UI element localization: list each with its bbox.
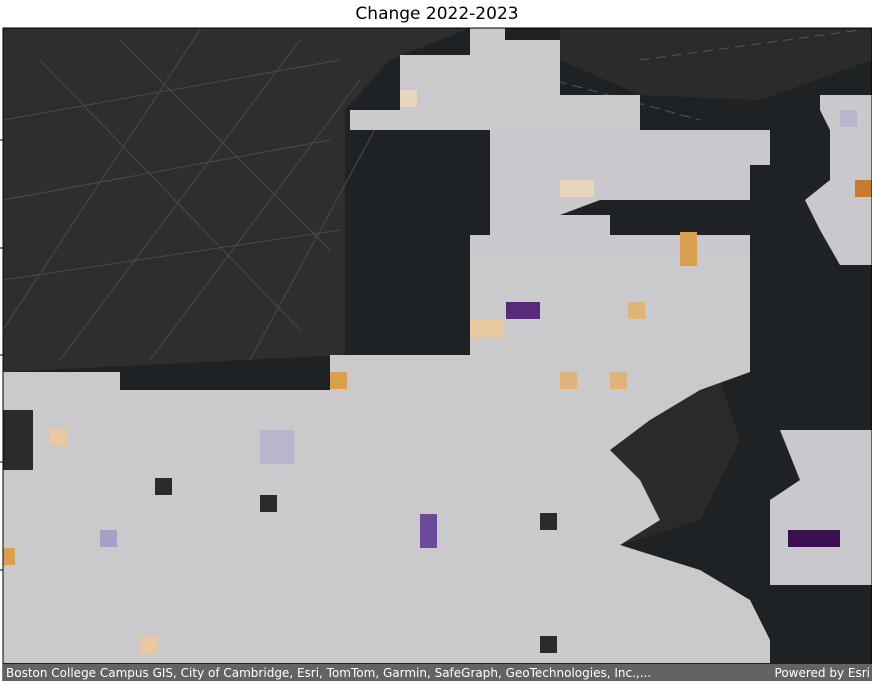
cell xyxy=(400,90,417,107)
coverage-area xyxy=(805,95,872,265)
hole xyxy=(540,636,557,653)
holes xyxy=(3,410,557,653)
cell xyxy=(470,320,504,337)
hole xyxy=(155,478,172,495)
cells xyxy=(3,90,872,653)
street xyxy=(2,39,381,361)
cell xyxy=(100,530,117,547)
cell xyxy=(3,548,15,565)
map-frame xyxy=(2,27,872,681)
cell xyxy=(560,180,594,197)
street xyxy=(2,29,331,331)
cell xyxy=(840,110,857,127)
cell xyxy=(50,428,67,445)
cell xyxy=(628,302,645,319)
coverage-area xyxy=(350,28,770,215)
cell xyxy=(560,372,577,389)
cell xyxy=(260,430,294,464)
cell xyxy=(855,180,872,197)
cell xyxy=(610,372,627,389)
cell xyxy=(680,232,697,266)
attribution-powered-by[interactable]: Powered by Esri xyxy=(775,666,870,680)
map-title: Change 2022-2023 xyxy=(355,4,518,24)
hole xyxy=(540,513,557,530)
attribution-sources: Boston College Campus GIS, City of Cambr… xyxy=(6,666,651,680)
grid-coverage xyxy=(3,28,872,663)
cell xyxy=(140,636,157,653)
hole xyxy=(260,495,277,512)
cell xyxy=(788,530,840,547)
cell xyxy=(506,302,540,319)
land-charlestown xyxy=(560,28,872,100)
cell xyxy=(420,514,437,548)
land-cambridge xyxy=(3,28,470,372)
attribution-bar xyxy=(3,664,872,681)
hole xyxy=(3,410,33,470)
coverage-area xyxy=(3,215,770,663)
cell xyxy=(330,372,347,389)
